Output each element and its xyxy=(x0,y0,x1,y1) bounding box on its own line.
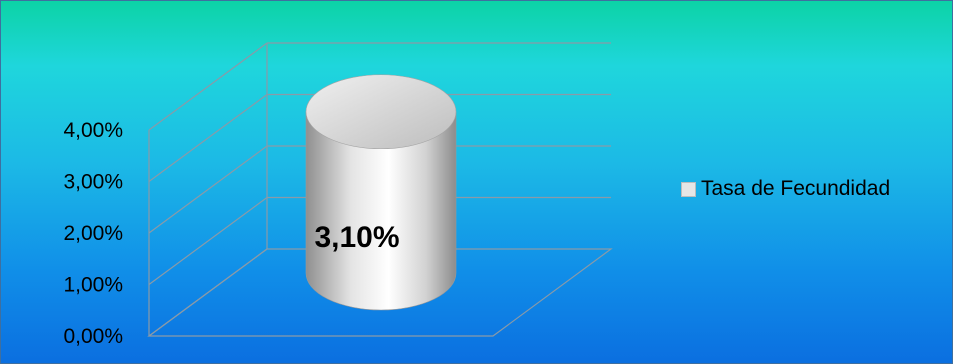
side-gridline-3 xyxy=(148,94,268,182)
floor xyxy=(147,248,613,337)
y-tick-label: 2,00% xyxy=(63,222,123,245)
bar-cylinder-body xyxy=(305,111,457,311)
data-label: 3,10% xyxy=(314,221,399,254)
side-gridline-4 xyxy=(148,42,268,131)
side-gridline-2 xyxy=(148,145,268,234)
y-tick-label: 4,00% xyxy=(63,119,123,142)
y-tick-label: 3,00% xyxy=(63,171,123,194)
axis-labels: 0,00% 1,00% 2,00% 3,00% 4,00% 3,10% xyxy=(63,119,399,348)
legend-swatch xyxy=(681,181,696,197)
y-tick-label: 1,00% xyxy=(63,274,123,297)
side-gridline-1 xyxy=(148,197,268,285)
bar-cylinder-top xyxy=(305,74,457,150)
y-tick-label: 0,00% xyxy=(63,325,123,348)
plot-area xyxy=(305,74,457,311)
legend-label: Tasa de Fecundidad xyxy=(701,177,891,200)
legend: Tasa de Fecundidad xyxy=(681,177,890,201)
